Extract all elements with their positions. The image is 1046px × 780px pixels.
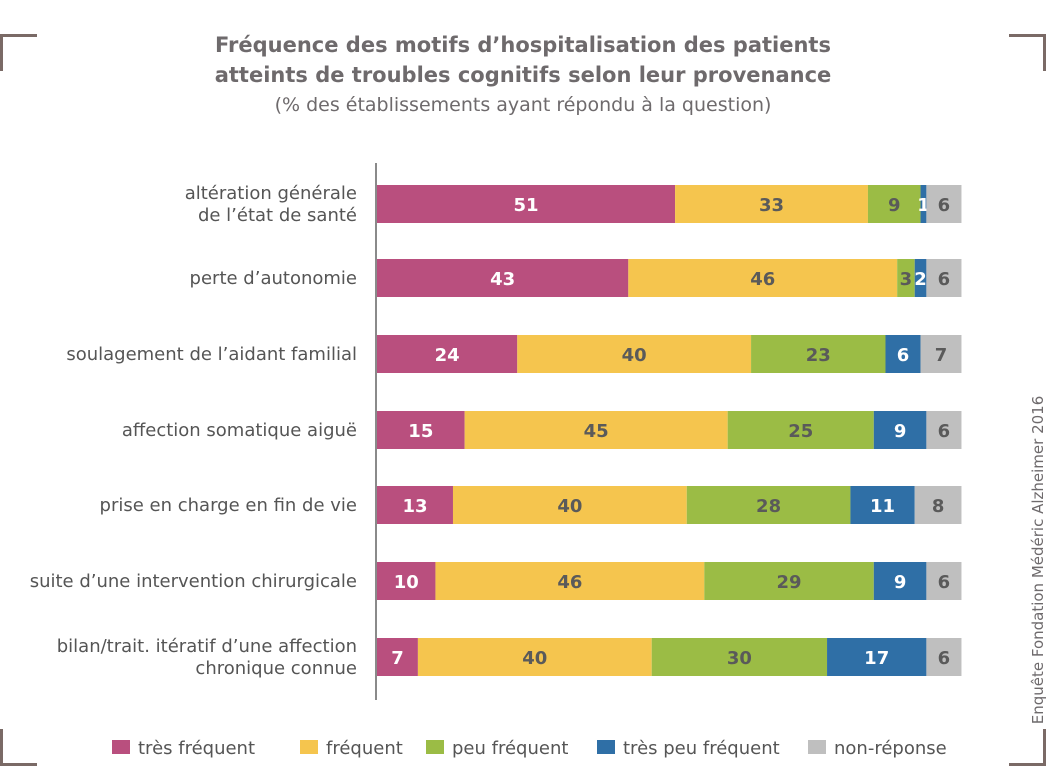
bar-segment [377,411,465,449]
legend-swatch [300,740,318,754]
data-label: 17 [864,648,889,669]
legend-swatch [112,740,130,754]
bar-segment [377,335,518,373]
data-label: 46 [557,572,582,593]
data-label: 46 [750,269,775,290]
data-label: 6 [938,572,951,593]
data-label: 40 [522,648,547,669]
data-label: 7 [935,345,948,366]
data-label: 43 [490,269,515,290]
data-label: 28 [756,496,781,517]
bar-segment [920,185,927,223]
bar-segment [850,486,915,524]
data-label: 2 [914,269,927,290]
data-label: 10 [394,572,419,593]
category-label: affection somatique aiguë [122,420,357,441]
data-label: 30 [727,648,752,669]
data-label: 6 [938,648,951,669]
chart-title-line-2: atteints de troubles cognitifs selon leu… [214,63,832,87]
data-label: 11 [870,496,895,517]
data-label: 9 [894,572,907,593]
corner-mark-bottom-right [1009,729,1046,766]
bar-segment [377,259,629,297]
bar-segment [686,486,851,524]
legend-entry: non-réponse [834,738,947,759]
category-label: soulagement de l’aidant familial [66,344,357,365]
corner-mark-top-right [1009,34,1046,71]
data-label: 40 [557,496,582,517]
bar-segment [873,562,927,600]
data-label: 33 [759,195,784,216]
data-label: 45 [584,421,609,442]
bar-segment [897,259,915,297]
bar-segment [377,185,676,223]
bar-segment [417,638,652,676]
bar-segment [873,411,927,449]
bar-segment [628,259,898,297]
bar-segment [926,411,962,449]
legend-entry: fréquent [326,738,403,759]
bar-segment [920,335,962,373]
bar-segment [377,638,418,676]
category-label: de l’état de santé [198,205,357,226]
legend-entry: peu fréquent [452,738,568,759]
legend-swatch [597,740,615,754]
data-label: 40 [622,345,647,366]
data-label: 29 [777,572,802,593]
category-label: perte d’autonomie [190,268,357,289]
data-label: 25 [788,421,813,442]
legend-swatch [426,740,444,754]
bar-segment [926,185,962,223]
corner-mark-top-left [0,34,37,71]
bar-segment [651,638,828,676]
legend-entry: très fréquent [138,738,255,759]
data-label: 8 [932,496,945,517]
data-label: 6 [897,345,910,366]
bar-segment [727,411,874,449]
data-label: 3 [900,269,913,290]
bar-segment [885,335,921,373]
data-label: 7 [391,648,404,669]
category-label: bilan/trait. itératif d’une affection [57,636,357,657]
bar-segment [435,562,705,600]
legend-entry: très peu fréquent [623,738,780,759]
bar-segment [675,185,868,223]
bar-segment [464,411,728,449]
category-label: altération générale [185,183,357,204]
bar-segment [914,486,962,524]
bar-segment [704,562,874,600]
data-label: 23 [806,345,831,366]
bar-segment [377,562,436,600]
chart-subtitle: (% des établissements ayant répondu à la… [274,94,772,116]
data-label: 6 [938,195,951,216]
bar-segment [751,335,886,373]
bar-segment [517,335,752,373]
bar-segment [926,638,962,676]
category-label: chronique connue [195,658,357,679]
data-label: 6 [938,421,951,442]
data-label: 51 [514,195,539,216]
data-label: 9 [894,421,907,442]
legend-swatch [808,740,826,754]
data-label: 15 [408,421,433,442]
chart-title-line-1: Fréquence des motifs d’hospitalisation d… [215,33,831,57]
category-label: prise en charge en fin de vie [100,495,357,516]
bar-segment [827,638,927,676]
data-label: 9 [888,195,901,216]
chart-header: Fréquence des motifs d’hospitalisation d… [0,30,1046,120]
bar-segment [926,259,962,297]
bar-segment [926,562,962,600]
category-label: suite d’une intervention chirurgicale [30,571,357,592]
corner-mark-bottom-left [0,729,37,766]
bar-segment [377,486,453,524]
data-label: 13 [402,496,427,517]
bar-segment [914,259,927,297]
data-label: 6 [938,269,951,290]
bar-segment [452,486,687,524]
bar-segment [867,185,921,223]
data-label: 24 [435,345,460,366]
